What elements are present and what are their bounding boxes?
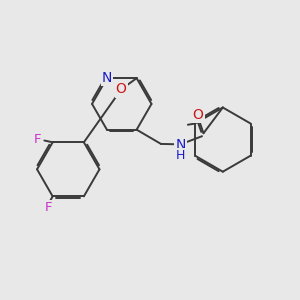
Text: F: F [44,201,52,214]
Text: F: F [34,133,41,146]
Text: N: N [102,71,112,85]
Text: O: O [116,82,127,97]
Text: N: N [175,137,185,152]
Text: H: H [176,149,185,162]
Text: O: O [193,108,204,122]
